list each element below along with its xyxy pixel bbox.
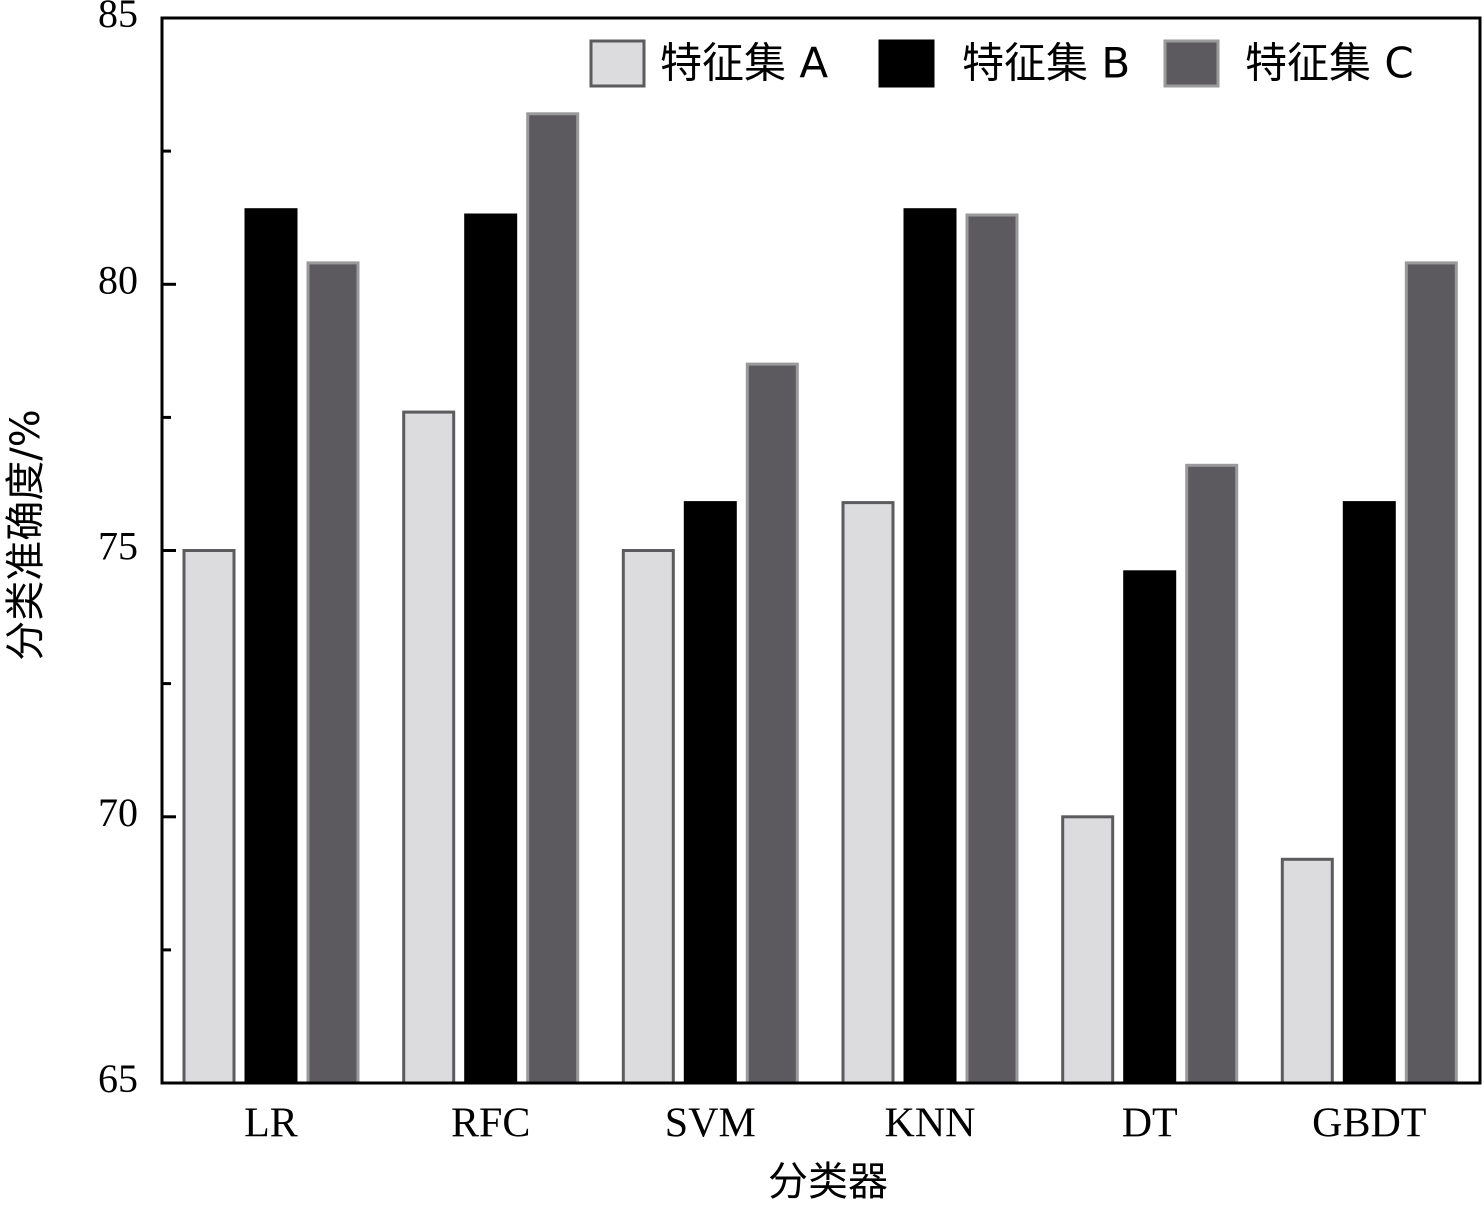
- y-tick-label-80: 80: [98, 257, 138, 302]
- legend-swatch-series-2: [878, 39, 935, 88]
- bar-svm-series-3: [745, 362, 799, 1085]
- y-tick-label-70: 70: [98, 790, 138, 835]
- bar-gbdt-series-3: [1404, 261, 1458, 1085]
- legend-label-series-1: 特征集 A: [660, 39, 828, 88]
- x-tick-label-lr: LR: [244, 1101, 298, 1147]
- x-tick-label-rfc: RFC: [451, 1101, 530, 1147]
- bar-lr-series-3: [306, 261, 360, 1085]
- y-tick-label-75: 75: [98, 524, 138, 569]
- y-tick-label-85: 85: [98, 0, 138, 36]
- bar-dt-series-3: [1185, 463, 1239, 1085]
- legend: 特征集 A 特征集 B 特征集 C: [589, 39, 1414, 88]
- bar-rfc-series-1: [402, 410, 456, 1085]
- x-tick-label-knn: KNN: [885, 1101, 976, 1147]
- bar-rfc-series-3: [526, 112, 580, 1085]
- legend-label-series-3: 特征集 C: [1245, 39, 1414, 88]
- bar-svm-series-1: [621, 549, 675, 1085]
- bar-lr-series-2: [244, 208, 298, 1085]
- bar-svm-series-2: [683, 501, 737, 1085]
- x-axis-title: 分类器: [768, 1159, 888, 1205]
- bar-rfc-series-2: [464, 213, 518, 1085]
- legend-swatch-series-1: [589, 39, 646, 88]
- x-tick-label-gbdt: GBDT: [1312, 1101, 1426, 1147]
- bar-knn-series-2: [903, 208, 957, 1085]
- y-tick-label-65: 65: [98, 1056, 138, 1101]
- bar-knn-series-1: [841, 501, 895, 1085]
- legend-label-series-2: 特征集 B: [962, 39, 1130, 88]
- bar-dt-series-2: [1123, 570, 1177, 1085]
- x-tick-label-svm: SVM: [665, 1101, 756, 1147]
- bar-gbdt-series-2: [1342, 501, 1396, 1085]
- y-axis-title: 分类准确度/%: [3, 409, 49, 660]
- bar-lr-series-1: [182, 549, 236, 1085]
- x-tick-label-dt: DT: [1122, 1101, 1178, 1147]
- bar-gbdt-series-1: [1280, 857, 1334, 1085]
- bar-dt-series-1: [1061, 815, 1115, 1085]
- legend-swatch-series-3: [1163, 39, 1220, 88]
- bar-knn-series-3: [965, 213, 1019, 1085]
